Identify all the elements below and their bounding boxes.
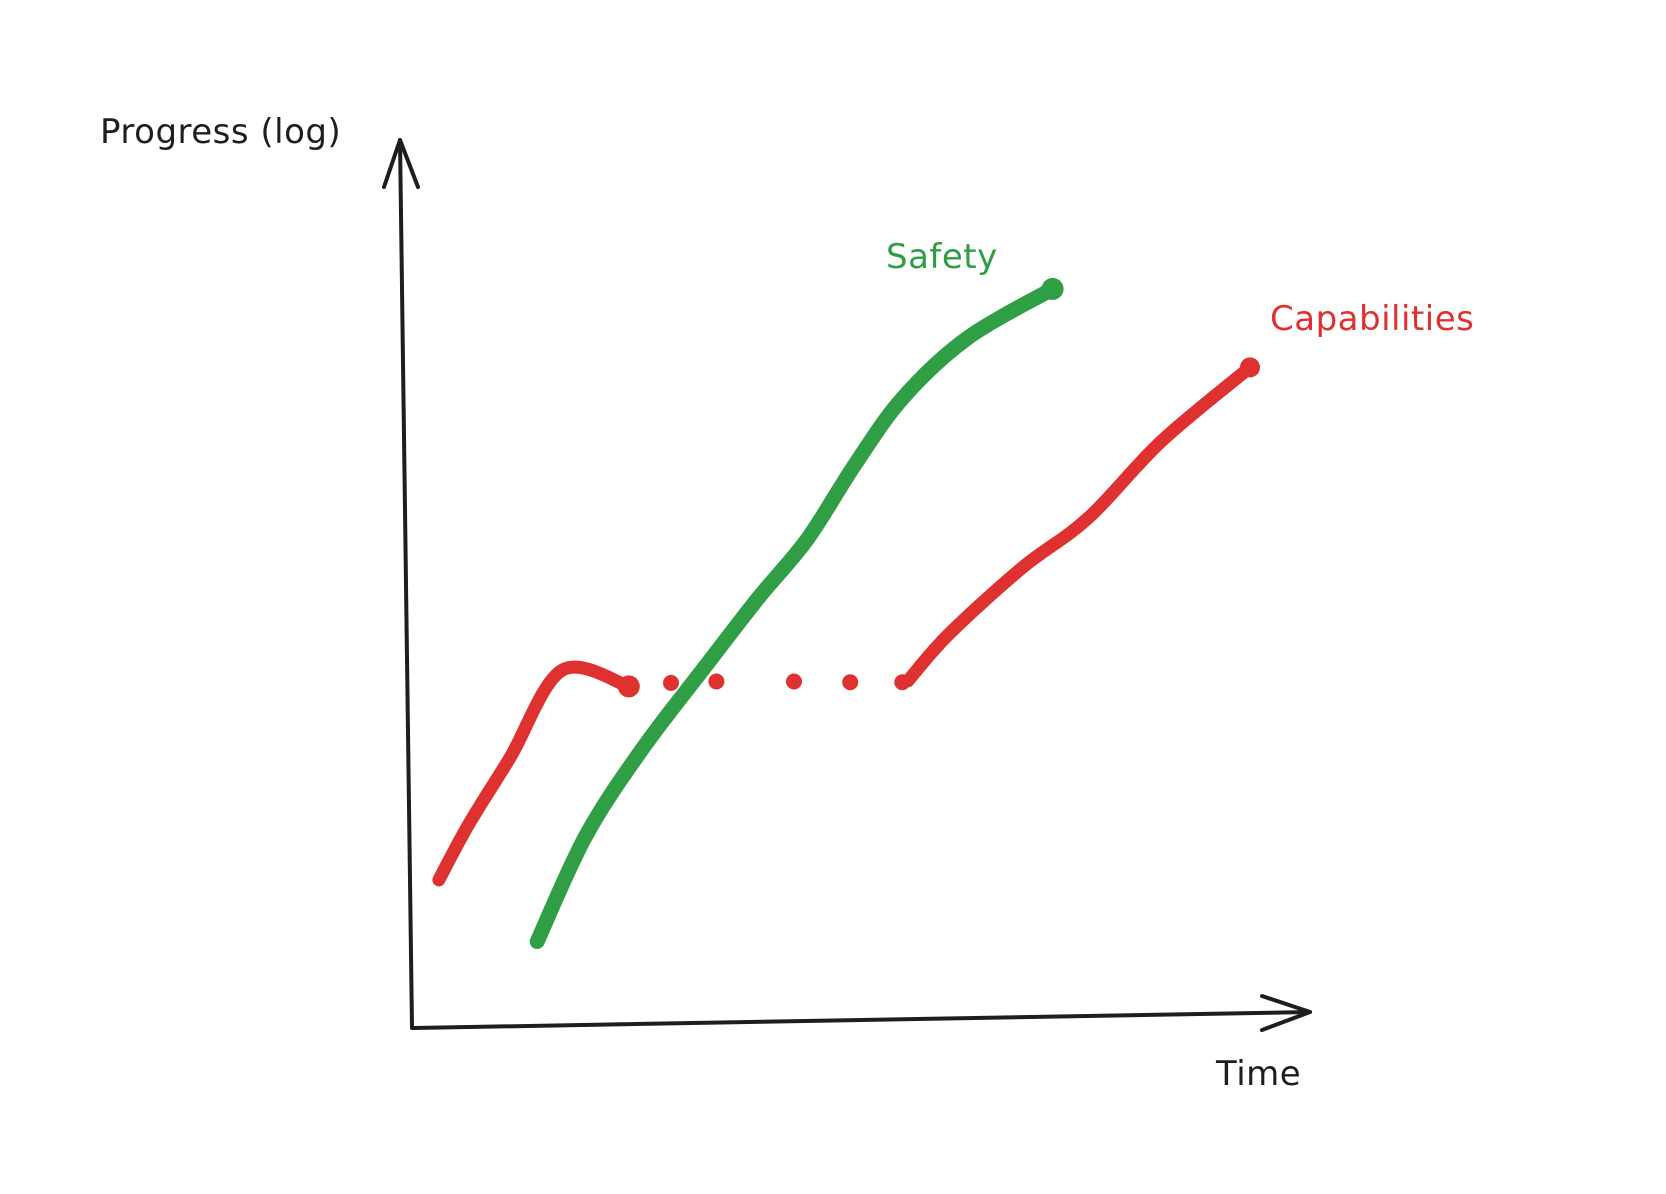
- series-safety-end-point: [1041, 277, 1064, 300]
- series-capabilities-dot: [663, 674, 679, 691]
- series-capabilities-dot: [708, 673, 725, 690]
- x-axis-line: [412, 1010, 1312, 1030]
- y-axis: [382, 138, 420, 1030]
- series-safety-line: [529, 281, 1061, 949]
- series-safety: [529, 277, 1064, 949]
- series-capabilities-line: [432, 660, 636, 887]
- series-capabilities: [432, 357, 1260, 887]
- series-capabilities-line: [901, 360, 1257, 688]
- x-axis-label: Time: [1215, 1054, 1301, 1094]
- series-layer: [432, 277, 1260, 949]
- y-axis-arrow-head: [382, 138, 420, 189]
- y-axis-label: Progress (log): [100, 112, 341, 152]
- series-capabilities-dot: [786, 673, 802, 690]
- series-label-safety: Safety: [886, 237, 998, 277]
- series-capabilities-end-point: [1240, 357, 1260, 378]
- series-capabilities-dot: [842, 674, 859, 691]
- x-axis-arrow-head: [1260, 994, 1312, 1032]
- y-axis-line: [398, 138, 414, 1030]
- series-capabilities-break-point: [617, 675, 640, 698]
- x-axis: [412, 994, 1312, 1032]
- series-label-capabilities: Capabilities: [1270, 299, 1474, 339]
